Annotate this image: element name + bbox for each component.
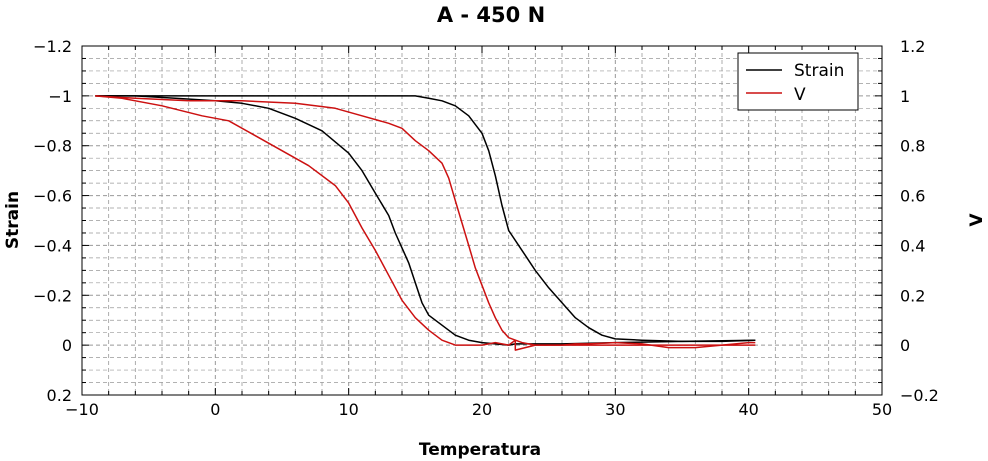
x-tick-label: −10 — [65, 400, 99, 419]
y2-tick-label: 0.6 — [900, 187, 925, 206]
y-tick-label: 0.2 — [47, 386, 72, 405]
y2-tick-label: 0.2 — [900, 286, 925, 305]
v-series-line — [95, 95, 756, 349]
y-tick-label: −1.2 — [33, 37, 72, 56]
x-tick-label: 10 — [338, 400, 358, 419]
y-tick-label: 0 — [62, 336, 72, 355]
y2-tick-label: 0.8 — [900, 137, 925, 156]
y2-tick-label: 0.4 — [900, 236, 925, 255]
axis-ticks — [81, 45, 883, 396]
grid-lines — [82, 46, 882, 395]
y2-axis-title: V — [967, 213, 987, 227]
y-axis-tick-labels: −1.2 −1 −0.8 −0.6 −0.4 −0.2 0 0.2 — [33, 37, 72, 405]
legend-strain-label: Strain — [794, 61, 844, 81]
legend: Strain V — [737, 52, 859, 111]
x-axis-title: Temperatura — [419, 440, 541, 460]
y-tick-label: −1 — [48, 87, 72, 106]
x-tick-label: 40 — [738, 400, 758, 419]
chart-title: A - 450 N — [437, 3, 545, 27]
x-tick-label: 30 — [605, 400, 625, 419]
y-tick-label: −0.8 — [33, 137, 72, 156]
legend-v-label: V — [794, 85, 806, 105]
legend-box — [737, 52, 859, 111]
x-tick-label: 20 — [472, 400, 492, 419]
strain-series-line — [95, 95, 756, 346]
y2-tick-label: 0 — [900, 336, 910, 355]
y-tick-label: −0.2 — [33, 286, 72, 305]
x-tick-label: 0 — [210, 400, 220, 419]
x-axis-tick-labels: −10 0 10 20 30 40 50 — [65, 400, 892, 419]
y-tick-label: −0.6 — [33, 187, 72, 206]
strain-series-line — [95, 95, 756, 343]
y2-axis-tick-labels: 1.2 1 0.8 0.6 0.4 0.2 0 −0.2 — [900, 37, 939, 405]
y2-tick-label: −0.2 — [900, 386, 939, 405]
x-tick-label: 50 — [872, 400, 892, 419]
series-layer — [95, 95, 756, 351]
y2-tick-label: 1.2 — [900, 37, 925, 56]
y-axis-title: Strain — [3, 191, 23, 249]
y2-tick-label: 1 — [900, 87, 910, 106]
y-tick-label: −0.4 — [33, 236, 72, 255]
v-series-line — [95, 95, 756, 351]
